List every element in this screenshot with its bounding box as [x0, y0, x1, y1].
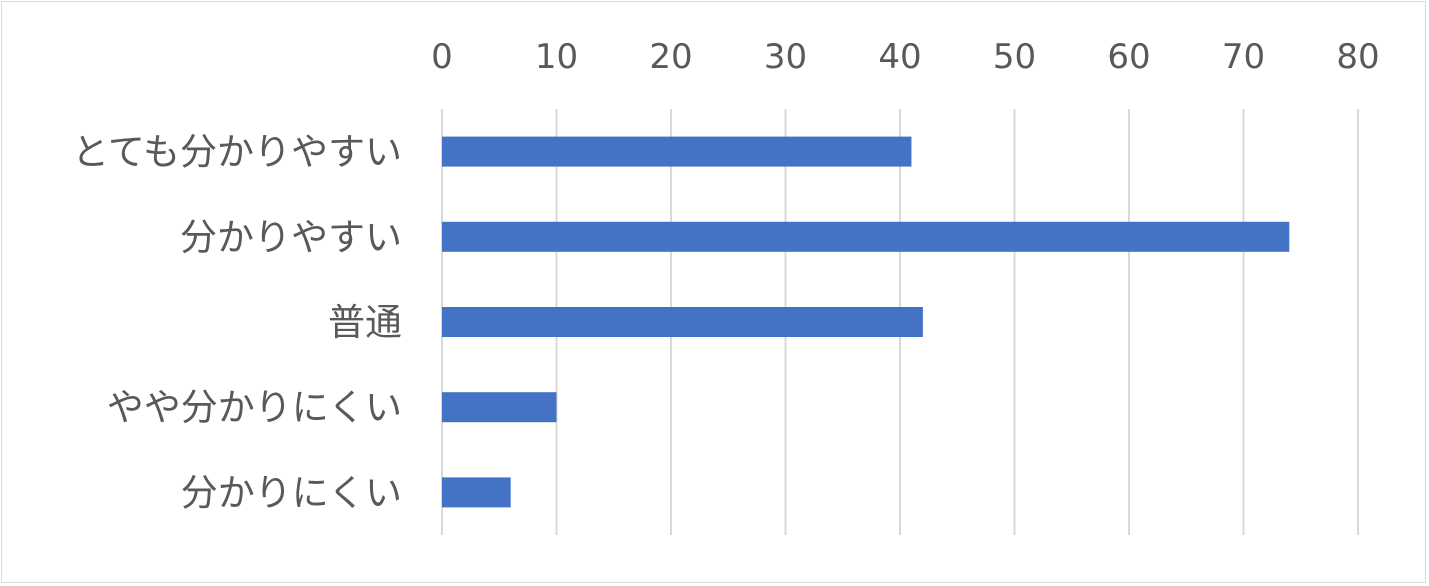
x-tick-label-30: 30 — [764, 37, 807, 77]
bar-0 — [442, 136, 912, 167]
x-tick-label-0: 0 — [431, 37, 453, 77]
x-tick-label-60: 60 — [1107, 37, 1150, 77]
bar-4 — [442, 477, 511, 508]
x-tick-label-20: 20 — [649, 37, 692, 77]
x-tick-label-80: 80 — [1336, 37, 1379, 77]
category-label-3: やや分かりにくい — [107, 386, 402, 429]
bar-1 — [442, 221, 1290, 252]
bars — [442, 136, 1290, 508]
x-tick-label-50: 50 — [993, 37, 1036, 77]
bar-3 — [442, 392, 557, 423]
x-tick-label-70: 70 — [1222, 37, 1265, 77]
x-tick-label-10: 10 — [535, 37, 578, 77]
category-label-2: 普通 — [328, 301, 402, 344]
x-axis-tick-labels: 0 10 20 30 40 50 60 70 80 — [431, 37, 1379, 77]
category-label-0: とても分かりやすい — [72, 131, 402, 174]
category-label-4: 分かりにくい — [181, 471, 402, 514]
x-tick-label-40: 40 — [878, 37, 921, 77]
bar-2 — [442, 307, 923, 337]
category-label-1: 分かりやすい — [180, 216, 402, 259]
